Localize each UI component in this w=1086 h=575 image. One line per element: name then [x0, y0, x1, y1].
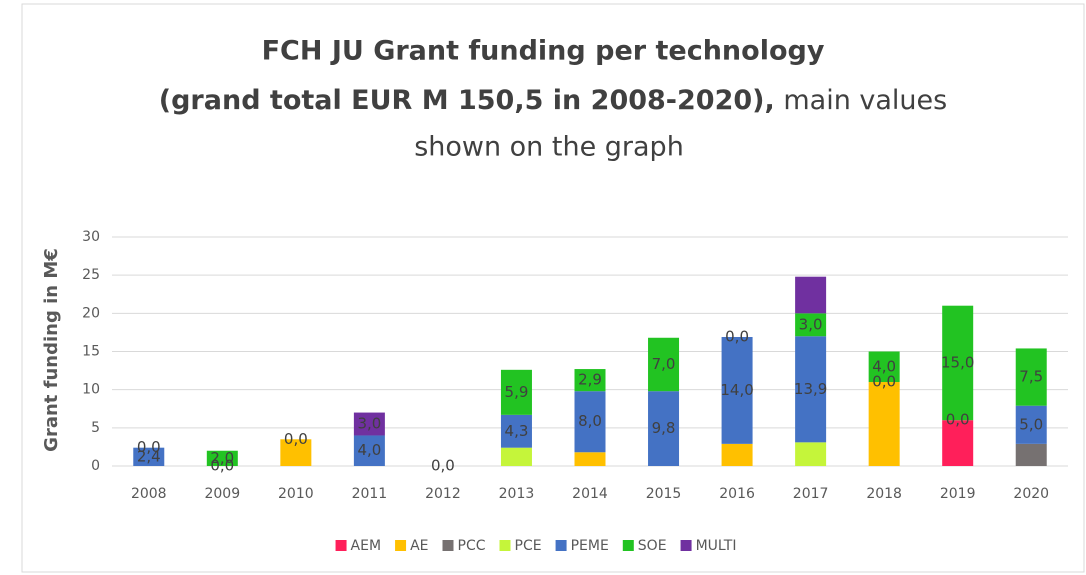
- y-tick-label: 25: [82, 267, 100, 283]
- bar-segment: [500, 369, 532, 415]
- data-label: 9,8: [652, 419, 676, 437]
- y-tick-label: 0: [91, 458, 100, 474]
- data-label: 13,9: [794, 380, 827, 398]
- bar-segment: [353, 435, 385, 466]
- legend-swatch: [335, 540, 347, 551]
- data-label: 0,0: [431, 457, 455, 475]
- bar-segment: [942, 420, 974, 466]
- data-label: 7,0: [652, 355, 676, 373]
- chart-title-bold: (grand total EUR M 150,5 in 2008-2020),: [159, 85, 775, 116]
- data-label: 2,4: [137, 447, 161, 465]
- bar-segment: [574, 391, 606, 453]
- y-axis-label: Grant funding in M€: [41, 248, 62, 452]
- chart-frame: [21, 3, 1085, 573]
- legend-swatch: [555, 540, 567, 551]
- bar-segment: [353, 412, 385, 436]
- bar-segment: [942, 305, 974, 421]
- data-label: 14,0: [720, 381, 753, 399]
- data-label: 0,0: [284, 430, 308, 448]
- data-label: 0,0: [137, 438, 161, 456]
- data-label: 0,0: [210, 457, 234, 475]
- bar-segment: [648, 337, 680, 392]
- legend-label: MULTI: [696, 538, 737, 554]
- x-tick-label: 2010: [278, 486, 314, 502]
- legend-label: SOE: [638, 538, 667, 554]
- x-tick-label: 2014: [572, 486, 608, 502]
- x-tick-label: 2013: [499, 486, 535, 502]
- bar-segment: [795, 442, 827, 466]
- bar-segment: [795, 313, 827, 337]
- y-tick-label: 20: [82, 305, 100, 321]
- chart-subtitle: shown on the graph: [414, 132, 684, 163]
- legend-label: AEM: [351, 538, 382, 554]
- bar-segment: [500, 447, 532, 466]
- x-tick-label: 2008: [131, 486, 167, 502]
- bar-segment: [721, 336, 753, 444]
- data-label: 5,0: [1019, 415, 1043, 433]
- bar-segment: [795, 336, 827, 443]
- chart-title: FCH JU Grant funding per technology: [262, 36, 825, 67]
- legend-swatch: [622, 540, 634, 551]
- data-label: 3,0: [799, 315, 823, 333]
- x-tick-label: 2016: [719, 486, 755, 502]
- legend-swatch: [442, 540, 454, 551]
- data-label: 2,0: [210, 449, 234, 467]
- data-label: 2,9: [578, 371, 602, 389]
- data-label: 0,0: [946, 411, 970, 429]
- x-tick-label: 2015: [646, 486, 682, 502]
- data-label: 0,0: [872, 373, 896, 391]
- data-label: 5,9: [505, 383, 529, 401]
- bar-segment: [795, 276, 827, 314]
- bar-segment: [1015, 405, 1047, 444]
- y-tick-label: 15: [82, 344, 100, 360]
- data-label: 4,3: [505, 422, 529, 440]
- data-label: 3,0: [357, 415, 381, 433]
- bar-segment: [1015, 348, 1047, 406]
- x-tick-label: 2012: [425, 486, 461, 502]
- bar-segment: [1015, 443, 1047, 466]
- chart-title-rest: main values: [783, 85, 947, 116]
- bar-segment: [206, 450, 238, 466]
- legend-swatch: [680, 540, 692, 551]
- x-tick-label: 2017: [793, 486, 829, 502]
- data-label: 15,0: [941, 353, 974, 371]
- bar-segment: [868, 382, 900, 466]
- x-tick-label: 2020: [1013, 486, 1049, 502]
- legend-label: PCC: [458, 538, 486, 554]
- data-label: 7,5: [1019, 368, 1043, 386]
- legend-swatch: [499, 540, 511, 551]
- legend-label: AE: [410, 538, 428, 554]
- bar-segment: [133, 447, 165, 466]
- legend-label: PEME: [571, 538, 609, 554]
- y-tick-label: 10: [82, 382, 100, 398]
- legend-label: PCE: [515, 538, 542, 554]
- y-tick-label: 5: [91, 420, 100, 436]
- x-tick-label: 2018: [866, 486, 902, 502]
- data-label: 0,0: [725, 327, 749, 345]
- x-tick-label: 2009: [204, 486, 240, 502]
- bar-segment: [721, 443, 753, 466]
- bar-segment: [280, 439, 312, 466]
- data-label: 4,0: [872, 357, 896, 375]
- bar-segment: [868, 351, 900, 383]
- x-tick-label: 2019: [940, 486, 976, 502]
- bar-segment: [500, 414, 532, 448]
- x-tick-label: 2011: [352, 486, 388, 502]
- legend-swatch: [395, 540, 407, 551]
- bar-segment: [574, 452, 606, 466]
- data-label: 4,0: [357, 441, 381, 459]
- bar-segment: [574, 369, 606, 392]
- chart-title: (grand total EUR M 150,5 in 2008-2020), …: [159, 85, 947, 116]
- data-label: 8,0: [578, 412, 602, 430]
- y-tick-label: 30: [82, 229, 100, 245]
- bar-segment: [648, 391, 680, 466]
